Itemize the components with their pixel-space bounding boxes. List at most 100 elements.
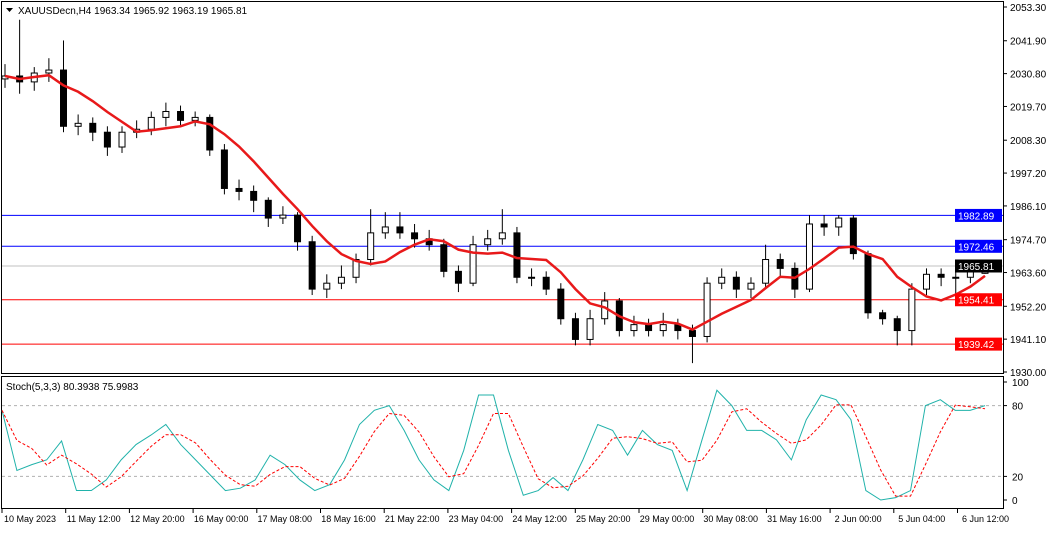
- bull-candle: [498, 232, 506, 240]
- x-tick-label: 5 Jun 04:00: [898, 514, 945, 524]
- bull-candle: [747, 282, 755, 290]
- bear-candle: [60, 69, 68, 127]
- bear-candle: [542, 276, 550, 290]
- bear-candle: [849, 217, 857, 255]
- x-tick-label: 11 May 12:00: [67, 514, 121, 524]
- level-tag: [955, 239, 1002, 253]
- bear-candle: [89, 122, 97, 133]
- x-tick-label: 30 May 08:00: [703, 514, 758, 524]
- bear-candle: [264, 199, 272, 219]
- stochastic-label: Stoch(5,3,3) 80.3938 75.9983: [6, 382, 139, 393]
- bull-candle: [703, 282, 711, 337]
- dropdown-triangle-icon[interactable]: [6, 8, 13, 12]
- level-label: 1982.89: [958, 211, 995, 222]
- bull-candle: [528, 276, 536, 279]
- bear-candle: [513, 232, 521, 278]
- stochastic-panel: [1, 376, 1004, 509]
- chart-title: XAUUSDecn,H4 1963.34 1965.92 1963.19 196…: [18, 6, 248, 17]
- bear-candle: [776, 259, 784, 269]
- bull-candle: [367, 232, 375, 261]
- bear-candle: [864, 253, 872, 314]
- bear-candle: [454, 270, 462, 284]
- bull-candle: [718, 276, 726, 284]
- y-tick-label: 1952.20: [1010, 302, 1047, 313]
- bull-candle: [835, 217, 843, 228]
- bear-candle: [688, 330, 696, 337]
- bear-candle: [235, 187, 243, 192]
- bull-candle: [323, 282, 331, 290]
- x-tick-label: 18 May 16:00: [321, 514, 376, 524]
- x-tick-label: 24 May 12:00: [512, 514, 567, 524]
- bull-candle: [908, 288, 916, 332]
- bear-candle: [557, 288, 565, 320]
- bear-candle: [396, 226, 404, 234]
- bear-candle: [571, 318, 579, 340]
- bull-candle: [952, 276, 960, 279]
- stoch-main-line: [1, 389, 986, 501]
- x-tick-label: 2 Jun 00:00: [835, 514, 882, 524]
- y-tick-label: 1997.20: [1010, 169, 1047, 180]
- bull-candle: [484, 238, 492, 246]
- bull-candle: [162, 110, 170, 118]
- stoch-tick-label: 80: [1012, 402, 1024, 413]
- bear-candle: [893, 318, 901, 332]
- level-tag: [955, 208, 1002, 222]
- bull-candle: [337, 276, 345, 284]
- y-tick-label: 2041.90: [1010, 37, 1047, 48]
- stoch-tick-label: 20: [1012, 472, 1024, 483]
- stoch-tick-label: 0: [1012, 496, 1018, 507]
- bear-candle: [645, 324, 653, 332]
- bull-candle: [659, 324, 667, 332]
- bull-candle: [74, 122, 82, 127]
- level-tag: [955, 293, 1002, 307]
- current-price-label: 1965.81: [958, 262, 995, 273]
- bear-candle: [937, 273, 945, 278]
- bull-candle: [381, 226, 389, 234]
- x-tick-label: 25 May 20:00: [576, 514, 631, 524]
- bear-candle: [732, 276, 740, 290]
- y-tick-label: 1941.10: [1010, 335, 1047, 346]
- current-price-tag: [955, 259, 1002, 273]
- level-label: 1954.41: [958, 296, 995, 307]
- bull-candle: [586, 318, 594, 340]
- bear-candle: [220, 149, 228, 189]
- x-tick-label: 29 May 00:00: [640, 514, 695, 524]
- bear-candle: [206, 116, 214, 151]
- bull-candle: [279, 214, 287, 219]
- bear-candle: [411, 232, 419, 240]
- bear-candle: [103, 131, 111, 148]
- price-panel: [1, 1, 1004, 374]
- bear-candle: [440, 244, 448, 272]
- x-tick-label: 12 May 20:00: [130, 514, 185, 524]
- x-tick-label: 31 May 16:00: [767, 514, 822, 524]
- y-tick-label: 2008.30: [1010, 136, 1047, 147]
- x-tick-label: 6 Jun 12:00: [962, 514, 1009, 524]
- bull-candle: [147, 116, 155, 130]
- y-tick-label: 1986.10: [1010, 202, 1047, 213]
- y-tick-label: 2030.80: [1010, 70, 1047, 81]
- y-tick-label: 1963.60: [1010, 269, 1047, 280]
- stoch-signal-line: [1, 404, 986, 497]
- bull-candle: [45, 69, 53, 74]
- moving-average-line: [4, 73, 986, 331]
- bear-candle: [294, 214, 302, 243]
- bear-candle: [820, 223, 828, 228]
- bear-candle: [879, 312, 887, 320]
- bull-candle: [191, 116, 199, 121]
- level-label: 1972.46: [958, 242, 995, 253]
- x-tick-label: 21 May 22:00: [385, 514, 440, 524]
- bear-candle: [308, 241, 316, 290]
- bull-candle: [352, 259, 360, 278]
- stoch-tick-label: 100: [1012, 378, 1029, 389]
- y-tick-label: 2019.70: [1010, 102, 1047, 113]
- y-tick-label: 1930.00: [1010, 368, 1047, 379]
- bull-candle: [630, 324, 638, 332]
- level-tag: [955, 337, 1002, 351]
- bear-candle: [177, 110, 185, 121]
- x-tick-label: 23 May 04:00: [449, 514, 504, 524]
- bear-candle: [250, 190, 258, 201]
- bull-candle: [469, 244, 477, 284]
- bull-candle: [922, 273, 930, 290]
- y-tick-label: 2053.30: [1010, 3, 1047, 14]
